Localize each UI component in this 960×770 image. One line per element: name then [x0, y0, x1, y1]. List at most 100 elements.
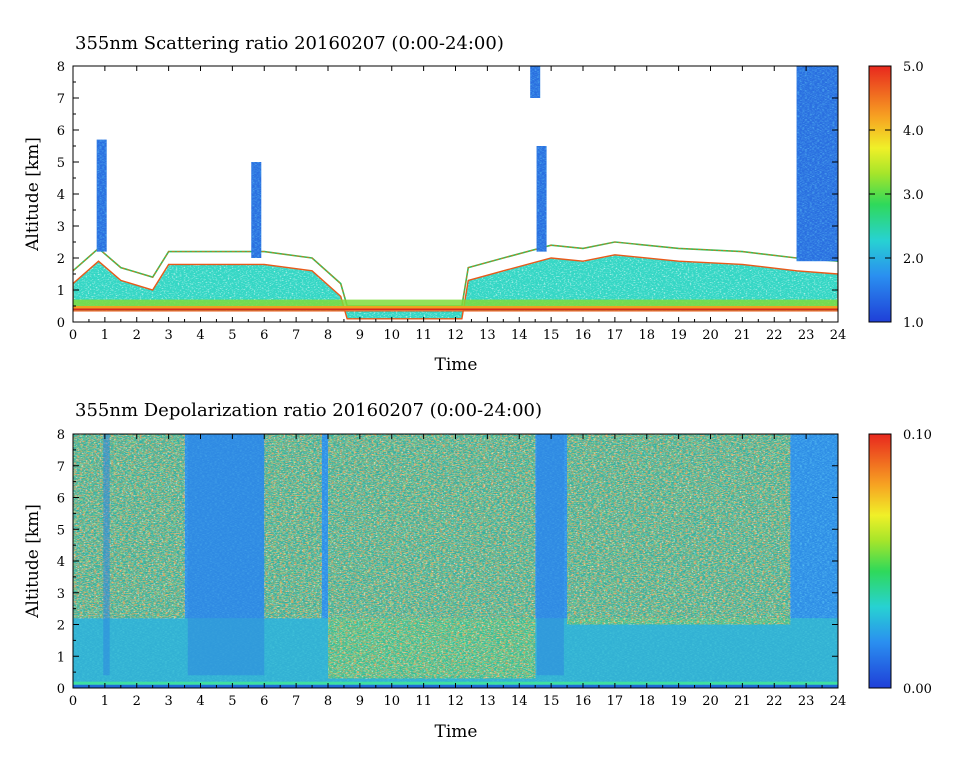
y-tick-label: 3	[57, 587, 65, 602]
cloud-column-texture	[96, 139, 107, 252]
y-tick-label: 6	[57, 124, 65, 139]
panel2-colorbar	[868, 433, 892, 689]
saturated-depol	[328, 434, 536, 679]
panel2-title: 355nm Depolarization ratio 20160207 (0:0…	[75, 400, 542, 421]
scattering-ratio-heatmap	[73, 66, 838, 322]
panel2-ylabel: Altitude [km]	[23, 504, 43, 619]
cloud-column-texture	[251, 162, 262, 258]
x-tick-label: 0	[69, 328, 77, 343]
x-tick-label: 4	[196, 328, 204, 343]
y-tick-label: 0	[57, 682, 65, 697]
x-tick-label: 24	[830, 328, 847, 343]
x-tick-label: 22	[766, 694, 783, 709]
x-tick-label: 20	[702, 328, 719, 343]
y-tick-label: 2	[57, 252, 65, 267]
y-tick-label: 8	[57, 60, 65, 75]
x-tick-label: 7	[292, 328, 300, 343]
x-tick-label: 4	[196, 694, 204, 709]
x-tick-label: 0	[69, 694, 77, 709]
x-tick-label: 19	[670, 328, 687, 343]
boundary-layer-edge	[73, 254, 838, 320]
x-tick-label: 5	[228, 694, 236, 709]
x-tick-label: 2	[133, 328, 141, 343]
colorbar-tick-label: 4.0	[903, 124, 924, 139]
x-tick-label: 15	[543, 328, 560, 343]
y-tick-label: 1	[57, 650, 65, 665]
x-tick-label: 10	[383, 328, 400, 343]
x-tick-label: 7	[292, 694, 300, 709]
boundary-layer-top-detail	[73, 241, 838, 307]
x-tick-label: 2	[133, 694, 141, 709]
saturated-depol	[264, 434, 322, 619]
x-tick-label: 11	[415, 328, 432, 343]
y-tick-label: 2	[57, 619, 65, 634]
low-depol-column	[103, 434, 110, 676]
cloud-column-texture	[530, 66, 541, 98]
x-tick-label: 20	[702, 694, 719, 709]
colorbar-tick-label: 3.0	[903, 188, 924, 203]
y-tick-label: 5	[57, 156, 65, 171]
x-tick-label: 14	[511, 328, 528, 343]
y-tick-label: 4	[57, 188, 65, 203]
saturated-depol	[73, 434, 185, 619]
panel1-axes: 0 1 2 3 4 5 6 7 8 9 10 11 12 13 14 15 16 17 18 19 20 21 22 23 24…	[57, 60, 847, 343]
x-tick-label: 23	[798, 328, 815, 343]
x-tick-label: 17	[607, 694, 624, 709]
panel2-xlabel: Time	[435, 722, 478, 742]
x-tick-label: 18	[638, 328, 655, 343]
x-tick-label: 22	[766, 328, 783, 343]
panel1-title: 355nm Scattering ratio 20160207 (0:00-24…	[75, 33, 504, 54]
colorbar-tick-label: 2.0	[903, 252, 924, 267]
x-tick-label: 10	[383, 694, 400, 709]
x-tick-label: 3	[164, 694, 172, 709]
y-tick-label: 7	[57, 460, 65, 475]
x-tick-label: 24	[830, 694, 847, 709]
colorbar-tick-label: 1.0	[903, 316, 924, 331]
x-tick-label: 21	[734, 328, 751, 343]
x-tick-label: 16	[575, 328, 592, 343]
x-tick-label: 23	[798, 694, 815, 709]
x-tick-label: 8	[324, 328, 332, 343]
cloud-column-texture	[536, 146, 547, 252]
x-tick-label: 6	[260, 328, 268, 343]
surface-layer-strong	[73, 306, 838, 310]
x-tick-label: 13	[479, 694, 496, 709]
x-tick-label: 1	[101, 694, 109, 709]
surface-layer	[73, 299, 838, 308]
x-tick-label: 15	[543, 694, 560, 709]
x-tick-label: 17	[607, 328, 624, 343]
y-tick-label: 4	[57, 555, 65, 570]
y-tick-label: 6	[57, 492, 65, 507]
x-tick-label: 3	[164, 328, 172, 343]
y-tick-label: 7	[57, 92, 65, 107]
x-tick-label: 9	[356, 328, 364, 343]
low-depol-column	[187, 434, 265, 676]
x-tick-label: 6	[260, 694, 268, 709]
x-tick-label: 16	[575, 694, 592, 709]
x-tick-label: 12	[447, 694, 464, 709]
panel1-colorbar-ticks: 1.0 2.0 3.0 4.0 5.0	[869, 60, 924, 331]
x-tick-label: 5	[228, 328, 236, 343]
depolarization-ratio-heatmap	[73, 434, 838, 688]
x-tick-label: 11	[415, 694, 432, 709]
x-tick-label: 8	[324, 694, 332, 709]
x-tick-label: 14	[511, 694, 528, 709]
panel2-axes: 0 1 2 3 4 5 6 7 8 9 10 11 12 13 14 15 16 17 18 19 20 21 22 23 24…	[57, 428, 847, 709]
panel1-ylabel: Altitude [km]	[23, 137, 43, 252]
cloud-column-texture	[796, 66, 838, 262]
colorbar-tick-label: 0.10	[903, 428, 932, 443]
low-depol-column	[536, 434, 564, 676]
colorbar-tick-label: 0.00	[903, 682, 932, 697]
y-tick-label: 8	[57, 428, 65, 443]
x-tick-label: 12	[447, 328, 464, 343]
panel1-xlabel: Time	[435, 355, 478, 375]
x-tick-label: 13	[479, 328, 496, 343]
y-tick-label: 5	[57, 523, 65, 538]
x-tick-label: 21	[734, 694, 751, 709]
y-tick-label: 1	[57, 284, 65, 299]
saturated-depol	[567, 434, 791, 625]
x-tick-label: 9	[356, 694, 364, 709]
x-tick-label: 19	[670, 694, 687, 709]
x-tick-label: 18	[638, 694, 655, 709]
